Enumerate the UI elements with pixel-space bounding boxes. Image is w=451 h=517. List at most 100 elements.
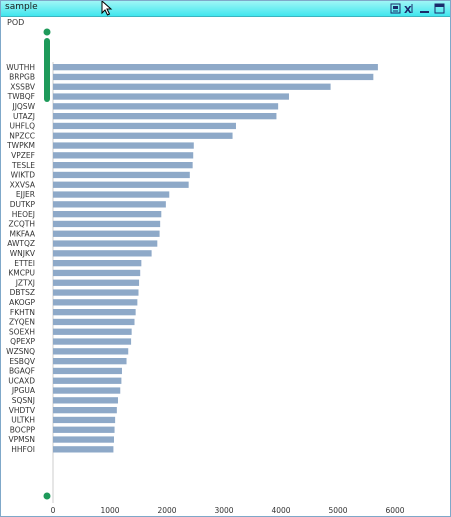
category-label-vhdtv: VHDTV [9, 406, 36, 415]
mouse-cursor-icon [101, 1, 113, 16]
category-label-awtqz: AWTQZ [7, 239, 35, 248]
bar-jztxj[interactable] [53, 279, 140, 286]
y-axis-label: POD [7, 18, 24, 27]
bar-soexh[interactable] [53, 328, 132, 335]
category-label-jjqsw: JJQSW [11, 102, 35, 111]
category-label-brpgb: BRPGB [9, 73, 35, 82]
bar-sqsnj[interactable] [53, 397, 118, 404]
window-title: sample [5, 2, 38, 12]
category-label-vpmsn: VPMSN [9, 435, 36, 444]
bar-ettei[interactable] [53, 260, 142, 267]
bar-ejjer[interactable] [53, 191, 170, 198]
bar-esbqv[interactable] [53, 358, 127, 365]
bar-zyqen[interactable] [53, 318, 135, 326]
category-label-zcqth: ZCQTH [9, 220, 36, 229]
bar-bocpp[interactable] [53, 426, 115, 433]
category-label-qpexp: QPEXP [10, 337, 35, 346]
category-label-bgaqf: BGAQF [9, 367, 35, 376]
category-label-ucaxd: UCAXD [8, 376, 35, 385]
category-label-utazj: UTAZJ [13, 112, 35, 121]
x-tick-label-2000: 2000 [157, 506, 176, 515]
category-label-vpzef: VPZEF [11, 151, 35, 160]
minimize-icon[interactable] [419, 3, 430, 14]
slider-top-handle[interactable] [43, 28, 51, 36]
bar-dbtsz[interactable] [53, 289, 139, 296]
category-label-ejjer: EJJER [16, 190, 35, 199]
category-label-akogp: AKOGP [9, 298, 35, 307]
x-tick-label-5000: 5000 [328, 506, 347, 515]
category-label-twbqf: TWBQF [7, 92, 35, 101]
bar-utazj[interactable] [53, 113, 277, 120]
x-tick-label-3000: 3000 [214, 506, 233, 515]
category-label-zyqen: ZYQEN [9, 318, 35, 327]
category-label-mkfaa: MKFAA [10, 229, 36, 238]
category-label-sqsnj: SQSNJ [12, 396, 35, 405]
category-label-xxvsa: XXVSA [10, 180, 36, 189]
bar-mkfaa[interactable] [53, 230, 160, 237]
x-tick-label-6000: 6000 [385, 506, 404, 515]
bar-bgaqf[interactable] [53, 367, 122, 375]
bar-akogp[interactable] [53, 299, 138, 306]
export-icon[interactable] [390, 3, 401, 14]
bar-vpzef[interactable] [53, 152, 194, 159]
bar-ultkh[interactable] [53, 416, 116, 424]
bar-twpkm[interactable] [53, 142, 194, 149]
bar-brpgb[interactable] [53, 73, 374, 81]
title-bar: sample X [1, 1, 450, 17]
slider-bottom-handle[interactable] [43, 492, 51, 500]
category-label-kmcpu: KMCPU [8, 269, 35, 278]
maximize-icon[interactable] [434, 3, 445, 14]
bar-wiktd[interactable] [53, 171, 190, 179]
slider-thumb[interactable] [44, 38, 50, 102]
bar-xssbv[interactable] [53, 83, 331, 90]
bar-tesle[interactable] [53, 162, 193, 169]
bar-npzcc[interactable] [53, 132, 233, 139]
bar-uhflq[interactable] [53, 122, 236, 130]
bar-zcqth[interactable] [53, 220, 161, 228]
bar-ucaxd[interactable] [53, 377, 122, 384]
category-label-wnjkv: WNJKV [10, 249, 36, 258]
excel-icon[interactable]: X [404, 3, 415, 14]
bar-wuthh[interactable] [53, 64, 378, 71]
bar-chart: POD WUTHHBRPGBXSSBVTWBQFJJQSWUTAZJUHFLQN… [6, 18, 405, 515]
bar-wnjkv[interactable] [53, 250, 152, 257]
category-labels: WUTHHBRPGBXSSBVTWBQFJJQSWUTAZJUHFLQNPZCC… [6, 63, 36, 454]
bar-awtqz[interactable] [53, 240, 158, 247]
category-label-dbtsz: DBTSZ [10, 288, 35, 297]
category-label-soexh: SOEXH [9, 327, 35, 336]
bar-vhdtv[interactable] [53, 407, 117, 414]
category-label-xssbv: XSSBV [10, 82, 36, 91]
category-label-heoej: HEOEJ [12, 210, 35, 219]
category-label-jpgua: JPGUA [11, 386, 36, 395]
category-label-hhfoi: HHFOI [11, 445, 35, 454]
bar-jjqsw[interactable] [53, 103, 279, 110]
bar-dutkp[interactable] [53, 201, 166, 208]
bar-qpexp[interactable] [53, 338, 132, 345]
category-label-ultkh: ULTKH [11, 416, 35, 425]
category-label-twpkm: TWPKM [6, 141, 35, 150]
bar-xxvsa[interactable] [53, 181, 189, 188]
category-label-fkhtn: FKHTN [10, 308, 35, 317]
category-label-wiktd: WIKTD [11, 171, 36, 180]
bar-vpmsn[interactable] [53, 436, 114, 443]
bar-jpgua[interactable] [53, 387, 121, 394]
x-tick-label-0: 0 [51, 506, 56, 515]
category-label-tesle: TESLE [11, 161, 35, 170]
bar-twbqf[interactable] [53, 93, 289, 100]
bar-fkhtn[interactable] [53, 309, 136, 316]
category-label-ettei: ETTEI [14, 259, 35, 268]
category-label-wzsnq: WZSNQ [6, 347, 35, 356]
x-tick-label-1000: 1000 [100, 506, 119, 515]
bars-group [53, 64, 378, 453]
bar-kmcpu[interactable] [53, 269, 141, 277]
category-label-jztxj: JZTXJ [15, 278, 35, 287]
x-tick-label-4000: 4000 [271, 506, 290, 515]
bar-wzsnq[interactable] [53, 348, 129, 355]
category-label-uhflq: UHFLQ [9, 122, 35, 131]
svg-text:X: X [404, 5, 412, 14]
bar-heoej[interactable] [53, 211, 162, 218]
bar-hhfoi[interactable] [53, 446, 114, 453]
category-label-dutkp: DUTKP [10, 200, 36, 209]
x-tick-labels: 0 1000 2000 3000 4000 5000 6000 [51, 506, 405, 515]
